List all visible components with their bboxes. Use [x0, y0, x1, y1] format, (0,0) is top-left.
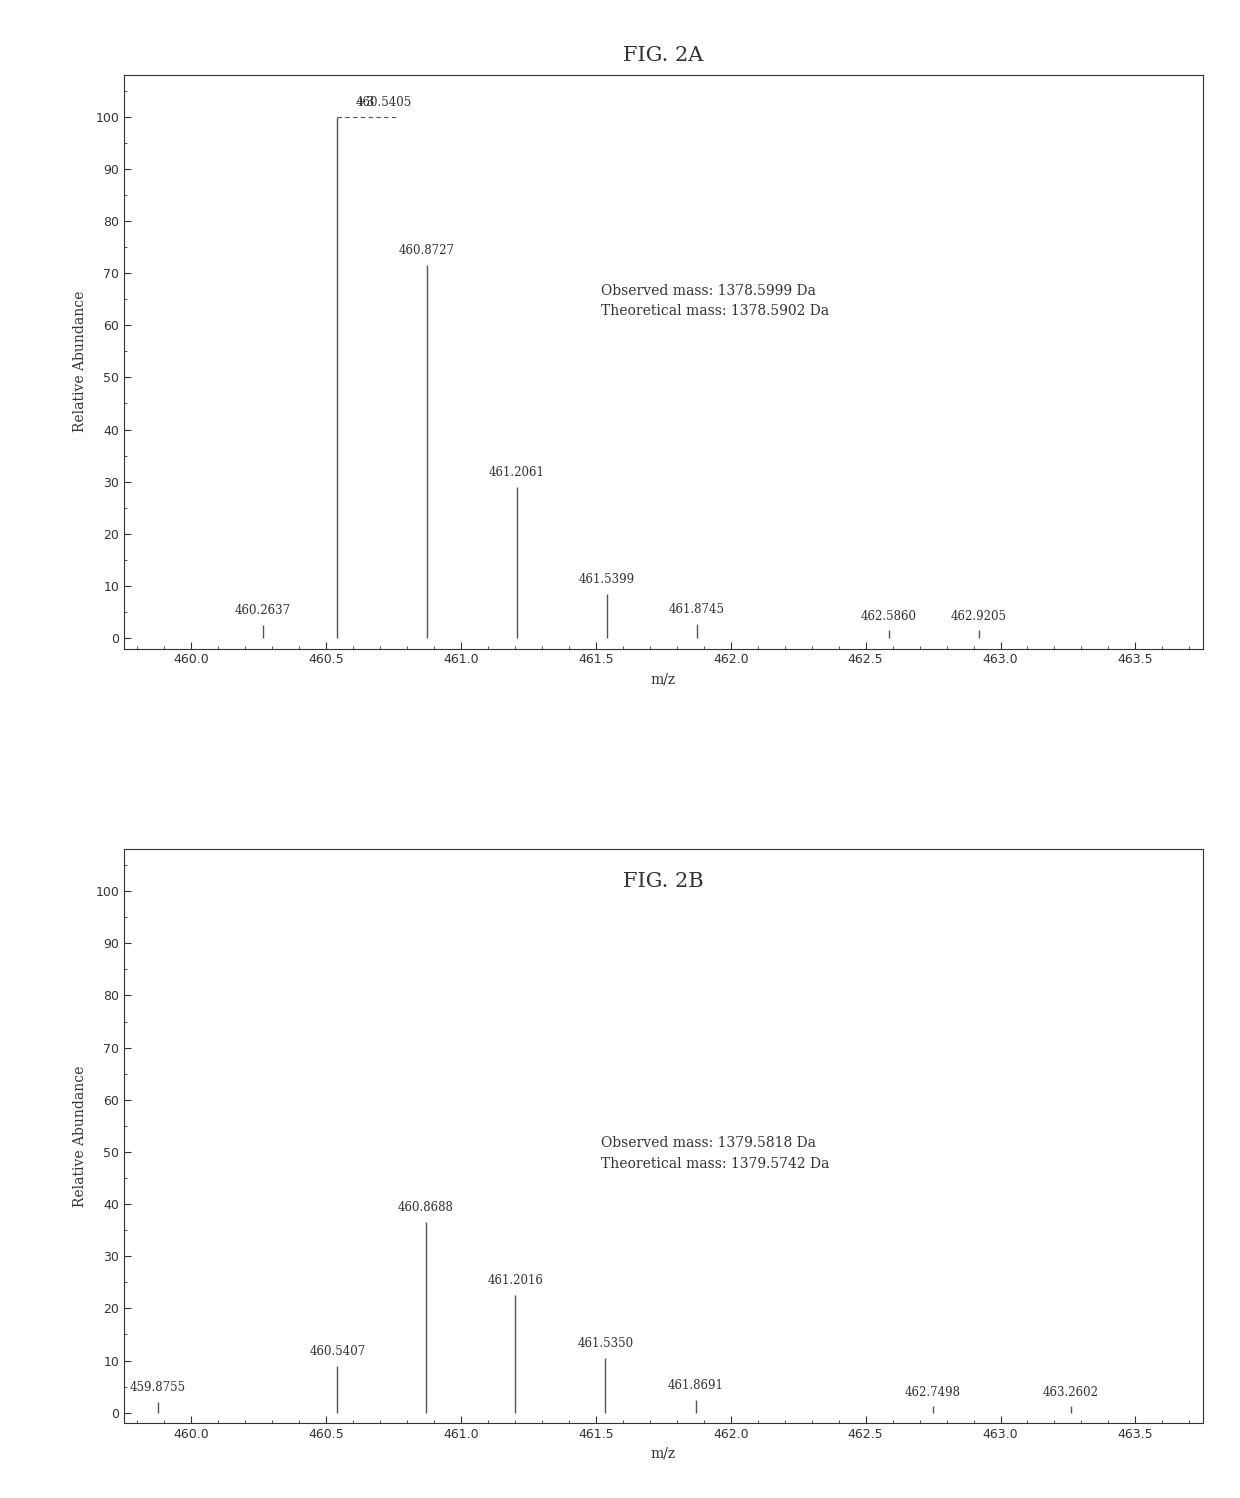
Text: 462.9205: 462.9205: [951, 610, 1007, 623]
Text: Observed mass: 1378.5999 Da
Theoretical mass: 1378.5902 Da: Observed mass: 1378.5999 Da Theoretical …: [601, 283, 830, 318]
Text: 461.2061: 461.2061: [489, 466, 544, 479]
Text: 461.2016: 461.2016: [487, 1275, 543, 1287]
Text: 462.5860: 462.5860: [861, 610, 916, 623]
X-axis label: m/z: m/z: [651, 673, 676, 686]
Text: 460.8727: 460.8727: [399, 244, 455, 258]
X-axis label: m/z: m/z: [651, 1447, 676, 1461]
Text: 461.5399: 461.5399: [579, 574, 635, 586]
Text: 463.2602: 463.2602: [1043, 1386, 1099, 1399]
Text: FIG. 2B: FIG. 2B: [622, 872, 704, 891]
Title: FIG. 2A: FIG. 2A: [624, 46, 703, 64]
Y-axis label: Relative Abundance: Relative Abundance: [73, 1065, 87, 1207]
Text: 460.2637: 460.2637: [234, 604, 290, 617]
Text: 459.8755: 459.8755: [130, 1381, 186, 1395]
Text: 461.5350: 461.5350: [578, 1338, 634, 1350]
Text: 460.5405: 460.5405: [356, 96, 413, 109]
Text: 460.8688: 460.8688: [398, 1201, 454, 1215]
Text: Observed mass: 1379.5818 Da
Theoretical mass: 1379.5742 Da: Observed mass: 1379.5818 Da Theoretical …: [601, 1137, 830, 1171]
Text: 460.5407: 460.5407: [309, 1345, 366, 1357]
Text: 461.8691: 461.8691: [667, 1378, 723, 1392]
Y-axis label: Relative Abundance: Relative Abundance: [73, 291, 87, 433]
Text: 461.8745: 461.8745: [668, 602, 725, 616]
Text: 462.7498: 462.7498: [905, 1386, 961, 1399]
Text: +3: +3: [356, 96, 376, 109]
